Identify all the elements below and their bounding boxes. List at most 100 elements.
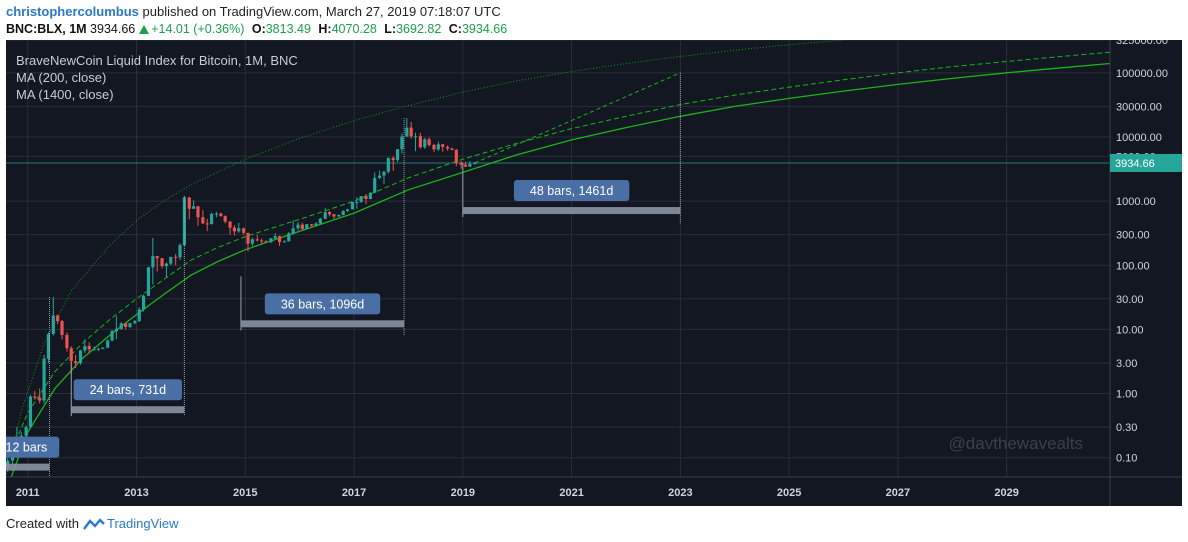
measure-range-bar — [71, 406, 185, 414]
candle-body — [436, 144, 440, 150]
candle-body — [169, 256, 173, 264]
candle-body — [196, 206, 200, 218]
time-tick-label: 2015 — [233, 487, 257, 499]
candle-body — [46, 333, 51, 359]
candle-body — [133, 321, 137, 324]
chart-grid — [6, 40, 1110, 477]
candle-body — [386, 157, 390, 172]
open-value: 3813.49 — [265, 22, 311, 36]
candle-body — [391, 157, 395, 161]
candle-body — [341, 211, 345, 215]
candle-body — [205, 223, 209, 225]
candle-body — [56, 315, 60, 322]
candle-body — [454, 149, 458, 163]
price-chart[interactable]: 12 bars 24 bars, 731d 36 bars, 1096d 48 bar… — [6, 40, 1182, 506]
candle-body — [400, 136, 404, 150]
candle-body — [260, 240, 264, 242]
candle-body — [28, 396, 33, 428]
candle-body — [395, 149, 400, 161]
last-price-tag-label: 3934.66 — [1115, 158, 1155, 170]
candle-body — [318, 218, 322, 224]
candle-body — [323, 212, 327, 219]
candle-body — [250, 239, 254, 244]
price-tick-label: 100.00 — [1116, 260, 1150, 272]
candle-body — [359, 196, 363, 202]
candle-body — [273, 236, 277, 239]
candle-body — [305, 224, 309, 229]
candle-body — [137, 309, 141, 322]
ohlc-bar: BNC:BLX, 1M 3934.66 +14.01 (+0.36%) O:381… — [6, 22, 507, 36]
price-tick-label: 325000.00 — [1116, 40, 1168, 47]
candle-body — [192, 206, 196, 209]
price-axis[interactable]: 325000.00100000.0030000.0010000.005000.0… — [1109, 40, 1182, 506]
candle-body — [473, 162, 477, 164]
candle-body — [459, 162, 463, 165]
created-with-text: Created with — [6, 516, 79, 531]
candle-body — [160, 258, 164, 267]
candle-body — [413, 136, 418, 138]
candle-body — [155, 256, 159, 259]
measure-label: 12 bars — [6, 441, 47, 455]
price-tick-label: 100000.00 — [1116, 68, 1168, 80]
candle-body — [151, 256, 155, 268]
candle-body — [405, 127, 409, 137]
measure-range-bar — [6, 463, 50, 471]
low-label: L: — [384, 22, 397, 36]
candle-body — [142, 295, 146, 310]
candle-body — [87, 346, 91, 350]
price-tick-label: 0.30 — [1116, 422, 1137, 434]
time-tick-label: 2029 — [994, 487, 1018, 499]
candle-body — [345, 209, 350, 212]
candle-body — [291, 228, 295, 234]
last-price-tag — [1110, 153, 1182, 172]
candle-body — [277, 236, 282, 243]
measure-range-bar — [462, 207, 681, 215]
time-tick-label: 2025 — [777, 487, 801, 499]
candle-body — [269, 238, 273, 243]
candle-body — [287, 233, 291, 242]
legend-ma200: MA (200, close) — [16, 70, 106, 85]
chart-background — [6, 40, 1182, 506]
candle-body — [232, 227, 236, 232]
price-tick-label: 10000.00 — [1116, 132, 1162, 144]
time-tick-label: 2017 — [342, 487, 366, 499]
price-tick-label: 1000.00 — [1116, 196, 1156, 208]
candle-body — [209, 213, 214, 224]
last-price: 3934.66 — [90, 22, 136, 36]
candle-body — [33, 396, 37, 398]
candle-body — [223, 216, 227, 222]
close-value: 3934.66 — [461, 22, 508, 36]
candle-body — [373, 177, 377, 193]
measure-range-bar — [240, 320, 405, 328]
publish-info: christophercolumbus published on Trading… — [6, 4, 501, 19]
candle-body — [106, 340, 110, 348]
candle-body — [74, 361, 78, 363]
candle-body — [10, 455, 15, 461]
author-link[interactable]: christophercolumbus — [6, 4, 139, 19]
measure-label-box — [264, 293, 381, 315]
candle-body — [255, 239, 259, 241]
price-change: +14.01 (+0.36%) — [151, 22, 245, 36]
candle-body — [441, 144, 445, 147]
candle-body — [92, 349, 96, 351]
candle-body — [182, 197, 186, 246]
price-tick-label: 10.00 — [1116, 324, 1144, 336]
candle-body — [146, 267, 151, 296]
candle-body — [368, 192, 372, 199]
candle-body — [418, 136, 422, 148]
time-axis[interactable]: 2011 2013 2015 2017 2019 2021 2023 2025 2027 2029 — [6, 476, 1182, 499]
price-tick-label: 30.00 — [1116, 294, 1144, 306]
time-tick-label: 2023 — [668, 487, 692, 499]
measure-tools[interactable]: 12 bars 24 bars, 731d 36 bars, 1096d 48 bar… — [6, 72, 681, 477]
candle-body — [296, 224, 300, 229]
measure-label-box — [513, 180, 630, 202]
time-tick-label: 2011 — [16, 487, 40, 499]
ma200-line — [10, 62, 1110, 477]
tradingview-link[interactable]: TradingView — [106, 516, 179, 531]
candle-body — [364, 196, 368, 199]
candle-body — [60, 321, 64, 335]
high-label: H: — [318, 22, 332, 36]
close-label: C: — [448, 22, 462, 36]
candle-body — [174, 256, 178, 258]
candle-body — [38, 397, 42, 401]
